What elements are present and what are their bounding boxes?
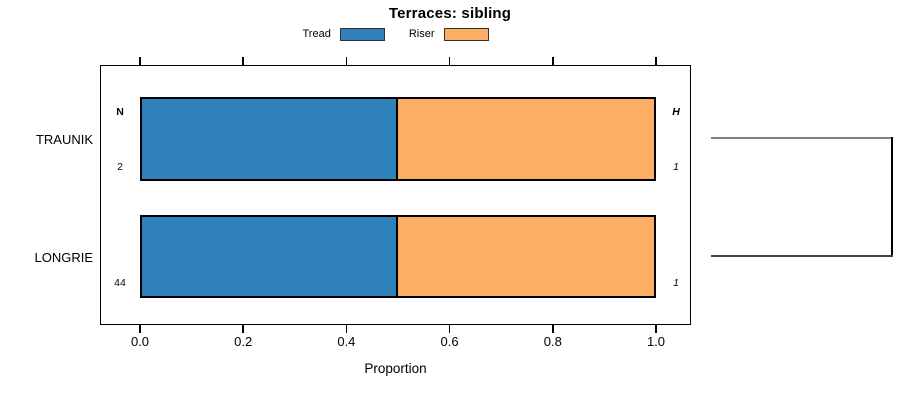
dendrogram-branch-bottom	[711, 255, 893, 257]
x-tick	[139, 325, 141, 333]
category-label-traunik: TRAUNIK	[35, 132, 93, 147]
x-tick	[139, 57, 141, 65]
x-axis-title: Proportion	[364, 361, 427, 376]
x-tick	[552, 57, 554, 65]
legend-swatch-riser	[443, 27, 489, 41]
bar-segment-riser	[398, 99, 654, 179]
x-tick-label: 0.6	[440, 334, 459, 349]
x-tick	[655, 57, 657, 65]
n-value-longrie: 44	[114, 277, 126, 289]
x-tick	[242, 325, 244, 333]
x-tick	[345, 57, 348, 65]
x-tick	[552, 325, 554, 333]
x-tick-label: 0.0	[130, 334, 150, 349]
legend-item-tread: Tread	[302, 27, 385, 41]
bar-segment-tread	[142, 217, 398, 296]
x-tick-label: 1.0	[646, 334, 666, 349]
dendrogram-join-vertical	[891, 137, 893, 257]
chart-title: Terraces: sibling	[388, 5, 512, 22]
x-tick	[345, 325, 348, 333]
x-tick	[242, 57, 244, 65]
x-tick	[448, 57, 451, 65]
legend-item-riser: Riser	[408, 27, 489, 41]
x-tick-label: 0.8	[543, 334, 562, 349]
h-value-longrie: 1	[673, 277, 679, 289]
category-label-longrie: LONGRIE	[34, 250, 93, 265]
legend: Tread Riser	[100, 26, 691, 42]
legend-label-tread: Tread	[302, 28, 331, 40]
plot-area	[100, 65, 691, 325]
h-column-header: H	[672, 106, 680, 118]
legend-label-riser: Riser	[408, 28, 435, 40]
n-value-traunik: 2	[117, 161, 123, 173]
dendrogram-branch-top	[711, 137, 893, 139]
bar-segment-tread	[142, 99, 398, 179]
n-column-header: N	[116, 106, 124, 118]
x-tick-label: 0.2	[234, 334, 253, 349]
x-tick	[448, 325, 451, 333]
bar-segment-riser	[398, 217, 654, 296]
h-value-traunik: 1	[673, 161, 679, 173]
x-tick	[655, 325, 657, 333]
bar-traunik	[140, 97, 656, 181]
x-tick-label: 0.4	[337, 334, 356, 349]
legend-swatch-tread	[339, 27, 385, 41]
bar-longrie	[140, 215, 656, 298]
